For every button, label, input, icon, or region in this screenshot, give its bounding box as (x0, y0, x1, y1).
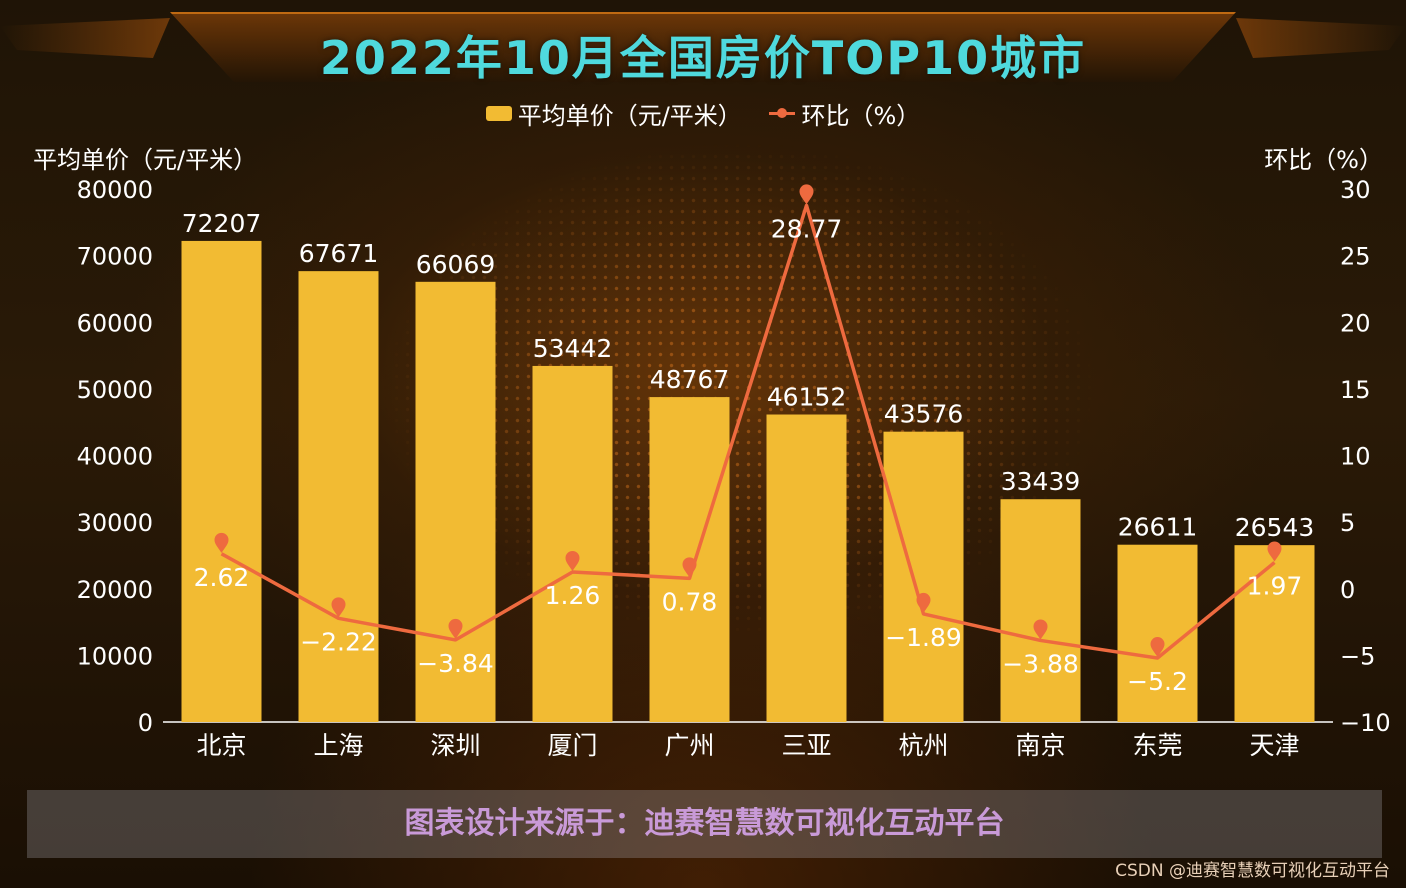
y-right-tick-label: −10 (1340, 709, 1391, 737)
x-tick-label: 南京 (1015, 731, 1065, 760)
mom-line (220, 203, 1276, 660)
bar-北京 (181, 240, 262, 722)
mom-point-marker (331, 597, 346, 618)
title-plate (170, 12, 1236, 82)
y-right-tick-label: 15 (1340, 376, 1371, 404)
y-right-tick-label: 10 (1340, 443, 1371, 471)
y-left-tick-label: 70000 (77, 243, 153, 271)
mom-value-label: −3.84 (417, 649, 494, 678)
y-left-tick-label: 30000 (77, 509, 153, 537)
bar-value-label: 46152 (767, 383, 847, 412)
x-tick-label: 北京 (196, 731, 246, 760)
y-axis-right-title: 环比（%） (1264, 146, 1383, 174)
mom-value-label: −1.89 (885, 623, 962, 652)
bar-value-label: 67671 (299, 239, 379, 268)
y-right-tick-label: 30 (1340, 176, 1371, 204)
legend-label-mom: 环比（%） (801, 102, 921, 130)
mom-value-label: −5.2 (1127, 667, 1188, 696)
mom-value-label: −3.88 (1002, 649, 1079, 678)
chart-title: 2022年10月全国房价TOP10城市 (319, 31, 1087, 85)
bar-东莞 (1117, 544, 1198, 722)
x-tick-label: 天津 (1249, 731, 1299, 760)
bar-value-label: 48767 (650, 365, 730, 394)
mom-point-marker (916, 592, 931, 613)
bar-天津 (1234, 545, 1315, 722)
y-left-tick-label: 60000 (77, 309, 153, 337)
mom-point-marker (799, 184, 814, 205)
legend-bar-swatch (485, 106, 512, 121)
y-left-tick-label: 0 (138, 709, 153, 737)
y-right-tick-label: 0 (1340, 576, 1355, 604)
legend-item-mom[interactable]: 环比（%） (769, 96, 920, 131)
mom-value-label: 28.77 (771, 214, 843, 243)
y-left-tick-label: 20000 (77, 576, 153, 604)
title-banner: 2022年10月全国房价TOP10城市 (170, 12, 1236, 85)
y-right-tick-label: 25 (1340, 243, 1371, 271)
mom-point-marker (448, 618, 463, 639)
y-left-tick-label: 10000 (77, 642, 153, 670)
mom-point-marker (1267, 541, 1282, 562)
bar-南京 (1000, 499, 1081, 722)
watermark: CSDN @迪赛智慧数可视化互动平台 (1115, 861, 1390, 881)
y-right-tick-label: 20 (1340, 309, 1371, 337)
mom-value-label: 1.26 (545, 581, 601, 610)
mom-point-marker (1033, 619, 1048, 640)
bar-杭州 (883, 431, 964, 722)
mom-point-marker (565, 550, 580, 571)
y-axis-left-title: 平均单价（元/平米） (33, 146, 257, 174)
bar-厦门 (532, 365, 613, 722)
y-left-tick-label: 40000 (77, 443, 153, 471)
mom-value-label: 1.97 (1247, 571, 1303, 600)
bar-value-label: 72207 (182, 209, 262, 238)
legend-line-swatch (769, 108, 796, 118)
bar-三亚 (766, 414, 847, 722)
world-map-dots-decoration (380, 140, 1100, 640)
y-right-tick-label: −5 (1340, 642, 1375, 670)
x-tick-label: 深圳 (430, 731, 480, 760)
legend-label-price: 平均单价（元/平米） (517, 102, 742, 130)
x-tick-label: 广州 (664, 731, 714, 760)
footer-text: 图表设计来源于：迪赛智慧数可视化互动平台 (404, 806, 1005, 841)
bar-深圳 (415, 281, 496, 722)
legend-item-price[interactable]: 平均单价（元/平米） (485, 96, 742, 131)
chart-legend: 平均单价（元/平米） 环比（%） (0, 96, 1406, 131)
bar-value-label: 43576 (884, 400, 964, 429)
y-right-tick-label: 5 (1340, 509, 1355, 537)
x-tick-label: 厦门 (547, 731, 597, 760)
bar-上海 (298, 271, 379, 722)
y-left-tick-label: 50000 (77, 376, 153, 404)
x-tick-label: 三亚 (781, 731, 831, 760)
mom-point-marker (214, 532, 229, 553)
mom-value-label: −2.22 (300, 627, 377, 656)
mom-point-marker (1150, 637, 1165, 658)
x-tick-label: 上海 (313, 731, 363, 760)
x-tick-label: 东莞 (1132, 731, 1182, 760)
mom-point-marker (682, 557, 697, 578)
mom-value-label: 0.78 (662, 587, 718, 616)
footer-banner: 图表设计来源于：迪赛智慧数可视化互动平台 (27, 790, 1382, 858)
bar-value-label: 66069 (416, 250, 496, 279)
bar-value-label: 53442 (533, 334, 613, 363)
bar-value-label: 26611 (1118, 513, 1198, 542)
x-tick-label: 杭州 (898, 731, 948, 760)
bar-value-label: 33439 (1001, 467, 1081, 496)
y-left-tick-label: 80000 (77, 176, 153, 204)
mom-value-label: 2.62 (194, 563, 250, 592)
bar-value-label: 26543 (1235, 513, 1315, 542)
